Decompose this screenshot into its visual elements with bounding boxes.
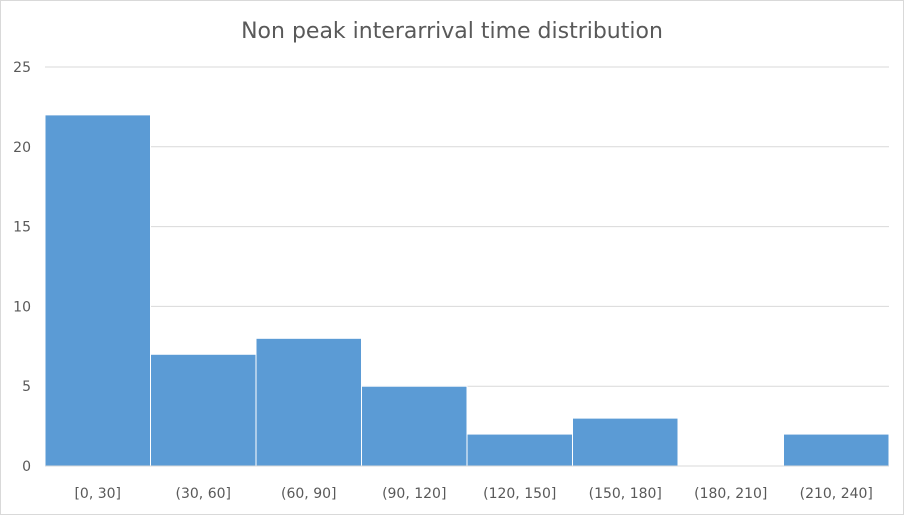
x-tick-label: (90, 120]	[382, 486, 446, 502]
x-tick-label: (30, 60]	[176, 486, 231, 502]
chart-title: Non peak interarrival time distribution	[241, 19, 663, 44]
y-tick-label: 20	[13, 140, 31, 156]
x-tick-label: (120, 150]	[483, 486, 556, 502]
y-tick-label: 0	[22, 459, 31, 475]
bar	[361, 385, 468, 467]
x-tick-label: (60, 90]	[281, 486, 336, 502]
x-tick-label: (210, 240]	[800, 486, 873, 502]
bar	[255, 337, 362, 467]
y-tick-label: 10	[13, 299, 31, 315]
x-tick-label: (180, 210]	[694, 486, 767, 502]
bar	[150, 353, 257, 467]
y-tick-label: 25	[13, 60, 31, 76]
bar	[44, 114, 151, 467]
bar	[783, 433, 890, 467]
x-tick-label: [0, 30]	[74, 486, 121, 502]
bar	[466, 433, 573, 467]
gridlines	[45, 66, 889, 387]
y-tick-labels: 0 5 10 15 20 25	[13, 60, 31, 475]
y-tick-label: 5	[22, 379, 31, 395]
y-tick-label: 15	[13, 220, 31, 236]
bar	[572, 417, 679, 467]
x-tick-labels: [0, 30] (30, 60] (60, 90] (90, 120] (120, 15…	[74, 486, 872, 502]
x-tick-label: (150, 180]	[589, 486, 662, 502]
bars	[44, 114, 890, 467]
